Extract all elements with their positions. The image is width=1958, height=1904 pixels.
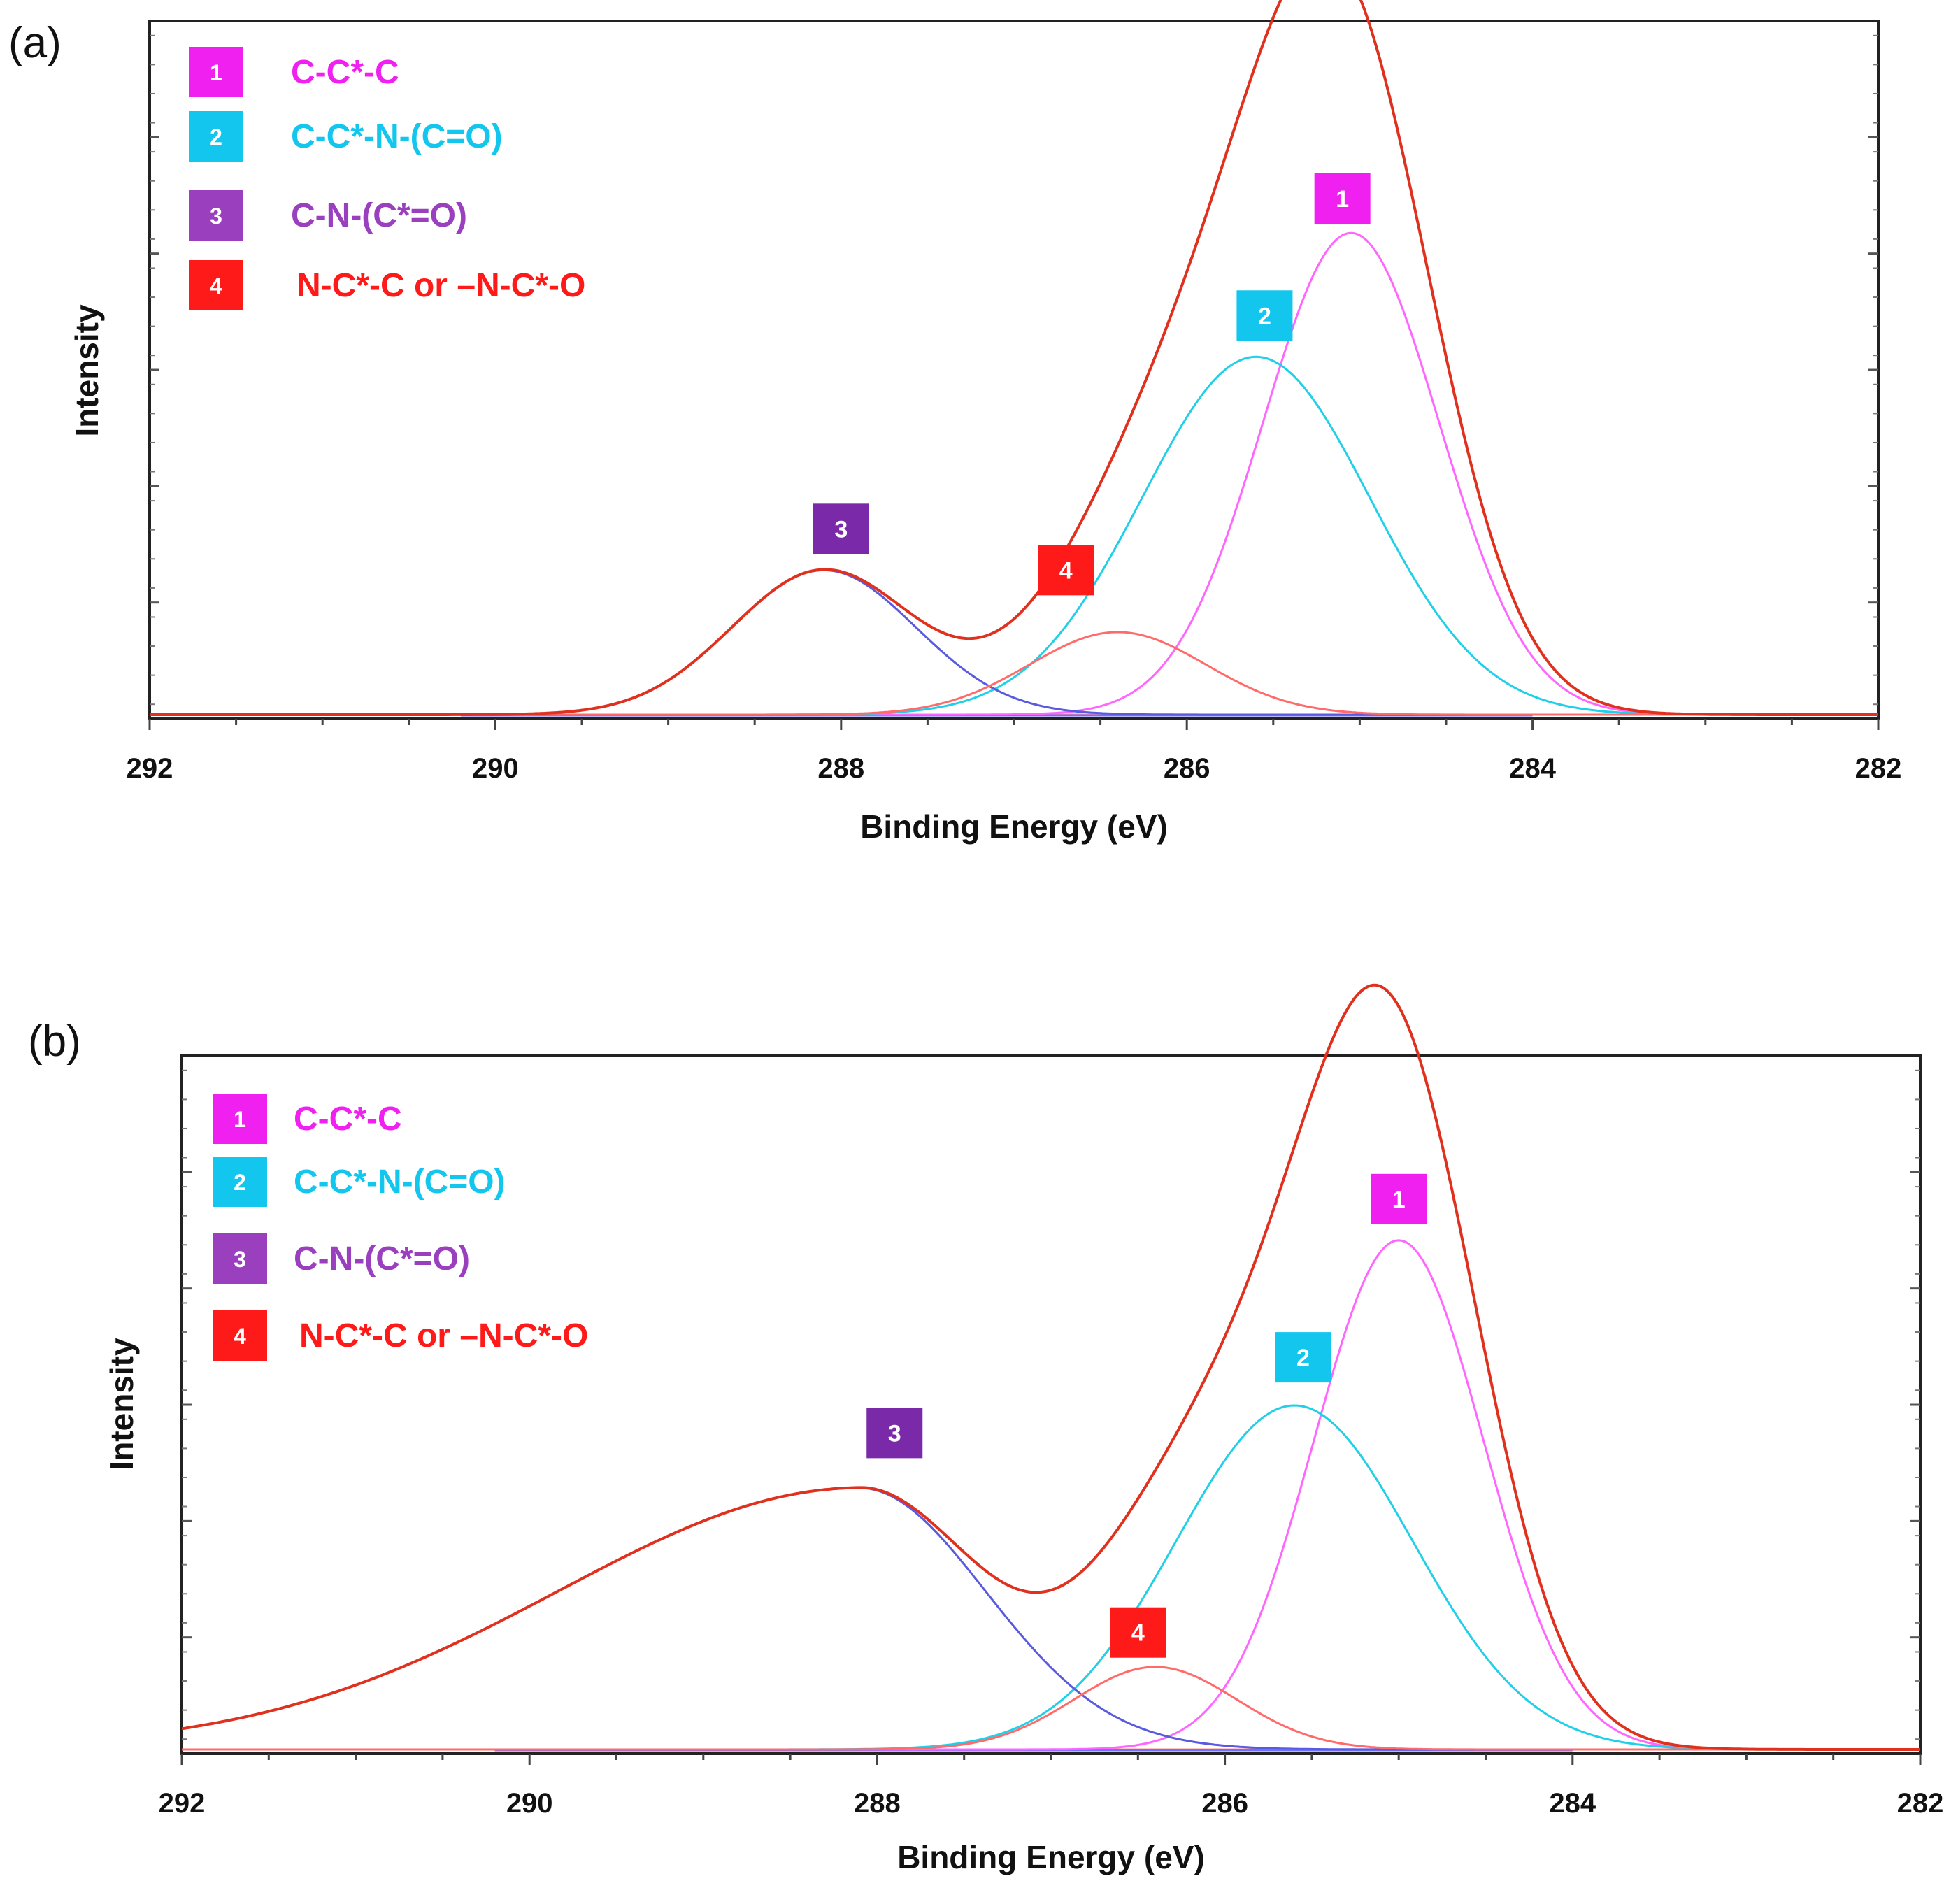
legend-swatch-number: 1 bbox=[234, 1107, 246, 1132]
peak-marker-box bbox=[1038, 545, 1094, 596]
legend-swatch-number: 4 bbox=[210, 273, 222, 299]
peak-marker-label: 4 bbox=[1059, 557, 1073, 584]
legend-swatch-number: 3 bbox=[234, 1247, 246, 1272]
legend-label: N-C*-C or –N-C*-O bbox=[299, 1317, 588, 1354]
peak-marker-label: 4 bbox=[1131, 1620, 1145, 1647]
peak-marker-label: 1 bbox=[1392, 1187, 1406, 1213]
peak-marker-box bbox=[1236, 290, 1293, 341]
peak-marker-3: 3 bbox=[866, 1408, 923, 1459]
envelope-curve bbox=[150, 0, 1878, 716]
x-tick-label: 282 bbox=[1855, 753, 1902, 784]
peak-marker-label: 3 bbox=[888, 1420, 901, 1447]
component-curve-4 bbox=[182, 1666, 1920, 1751]
legend-swatch bbox=[213, 1233, 267, 1284]
x-axis-title: Binding Energy (eV) bbox=[860, 808, 1168, 845]
legend-item-2: 2 C-C*-N-(C=O) bbox=[189, 111, 503, 162]
panel-label: (b) bbox=[28, 1017, 81, 1066]
peak-marker-2: 2 bbox=[1236, 290, 1293, 341]
peak-marker-box bbox=[1314, 173, 1371, 224]
legend-item-3: 3 C-N-(C*=O) bbox=[189, 190, 467, 241]
peak-marker-label: 2 bbox=[1258, 303, 1271, 329]
x-tick-label: 288 bbox=[854, 1788, 901, 1819]
legend-swatch bbox=[213, 1310, 267, 1361]
peak-marker-label: 2 bbox=[1296, 1345, 1310, 1371]
x-tick-label: 292 bbox=[159, 1788, 206, 1819]
peak-marker-1: 1 bbox=[1371, 1173, 1427, 1224]
peak-marker-3: 3 bbox=[813, 503, 869, 554]
peak-marker-4: 4 bbox=[1110, 1607, 1166, 1658]
legend-label: C-N-(C*=O) bbox=[291, 197, 467, 234]
x-tick-label: 286 bbox=[1201, 1788, 1248, 1819]
envelope-curve bbox=[181, 983, 1920, 1751]
legend-item-4: 4 N-C*-C or –N-C*-O bbox=[213, 1310, 588, 1361]
y-axis-title: Intensity bbox=[103, 1338, 140, 1470]
legend-label: C-C*-C bbox=[291, 54, 399, 91]
peak-marker-label: 1 bbox=[1336, 186, 1349, 213]
x-tick-label: 292 bbox=[127, 753, 173, 784]
peak-marker-box bbox=[866, 1408, 923, 1459]
component-curve-3 bbox=[150, 568, 1878, 716]
legend-label: C-C*-N-(C=O) bbox=[291, 118, 503, 155]
x-tick-label: 284 bbox=[1509, 753, 1556, 784]
legend-item-3: 3 C-N-(C*=O) bbox=[213, 1233, 470, 1284]
peak-marker-box bbox=[1371, 1173, 1427, 1224]
legend-swatch bbox=[213, 1094, 267, 1144]
legend-swatch-number: 2 bbox=[234, 1170, 246, 1195]
x-tick-label: 288 bbox=[817, 753, 864, 784]
x-tick-label: 282 bbox=[1897, 1788, 1944, 1819]
legend-swatch-number: 2 bbox=[210, 124, 222, 150]
x-tick-label: 286 bbox=[1164, 753, 1210, 784]
legend-swatch bbox=[189, 260, 243, 310]
component-curve-2 bbox=[150, 355, 1878, 716]
chart-panel-a: (a) 292 290 288 286 284 282 Binding Energy (eV)… bbox=[8, 0, 1901, 845]
x-tick-label: 290 bbox=[506, 1788, 553, 1819]
legend-swatch bbox=[189, 47, 243, 97]
legend-swatch bbox=[189, 111, 243, 162]
peak-marker-box bbox=[1275, 1332, 1331, 1383]
x-tick-label: 284 bbox=[1549, 1788, 1596, 1819]
legend-item-1: 1 C-C*-C bbox=[189, 47, 399, 97]
legend-label: C-C*-N-(C=O) bbox=[294, 1164, 506, 1201]
y-axis-title: Intensity bbox=[69, 304, 105, 437]
peak-marker-1: 1 bbox=[1314, 173, 1371, 224]
x-tick-label: 290 bbox=[472, 753, 519, 784]
legend-swatch bbox=[213, 1157, 267, 1207]
legend-label: C-N-(C*=O) bbox=[294, 1240, 470, 1277]
panel-label: (a) bbox=[8, 19, 62, 67]
component-curve-2 bbox=[182, 1404, 1920, 1751]
legend-swatch-number: 4 bbox=[234, 1324, 246, 1349]
chart-panel-b: (b) 292 290 288 286 284 282 Binding Energy (eV)… bbox=[28, 983, 1944, 1875]
legend-item-2: 2 C-C*-N-(C=O) bbox=[213, 1157, 506, 1207]
legend-swatch bbox=[189, 190, 243, 241]
curves bbox=[181, 983, 1920, 1751]
peak-marker-box bbox=[813, 503, 869, 554]
legend-label: N-C*-C or –N-C*-O bbox=[296, 267, 585, 304]
peak-marker-4: 4 bbox=[1038, 545, 1094, 596]
component-curve-4 bbox=[150, 631, 1878, 716]
peak-marker-box bbox=[1110, 1607, 1166, 1658]
component-curve-3 bbox=[181, 1487, 1920, 1751]
legend-swatch-number: 1 bbox=[210, 60, 222, 85]
x-axis-title: Binding Energy (eV) bbox=[897, 1839, 1205, 1875]
peak-marker-2: 2 bbox=[1275, 1332, 1331, 1383]
peak-marker-label: 3 bbox=[834, 516, 848, 543]
legend-swatch-number: 3 bbox=[210, 203, 222, 229]
legend-item-4: 4 N-C*-C or –N-C*-O bbox=[189, 260, 585, 310]
component-curve-1 bbox=[150, 231, 1878, 716]
legend-item-1: 1 C-C*-C bbox=[213, 1094, 402, 1144]
legend-label: C-C*-C bbox=[294, 1101, 402, 1138]
curves bbox=[150, 0, 1878, 716]
